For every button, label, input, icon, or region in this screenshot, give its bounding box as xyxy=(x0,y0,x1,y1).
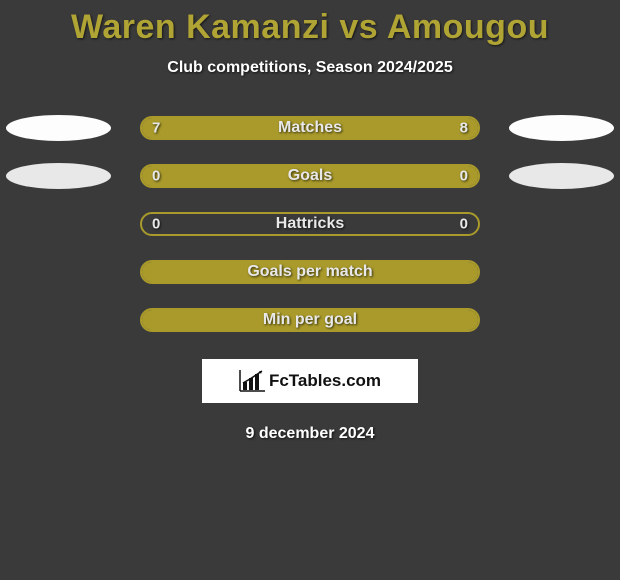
stat-label: Goals xyxy=(288,167,332,185)
left-value: 7 xyxy=(152,120,160,137)
bar-track: 7 Matches 8 xyxy=(140,116,480,140)
stat-row-goals-per-match: Goals per match xyxy=(0,259,620,285)
left-value: 0 xyxy=(152,168,160,185)
right-value: 8 xyxy=(460,120,468,137)
left-value: 0 xyxy=(152,216,160,233)
bar-track: 0 Hattricks 0 xyxy=(140,212,480,236)
left-oval xyxy=(6,115,111,141)
logo-box: FcTables.com xyxy=(202,359,418,403)
logo-text: FcTables.com xyxy=(269,371,381,391)
subtitle: Club competitions, Season 2024/2025 xyxy=(0,59,620,77)
left-oval xyxy=(6,163,111,189)
right-value: 0 xyxy=(460,216,468,233)
stat-row-hattricks: 0 Hattricks 0 xyxy=(0,211,620,237)
right-oval xyxy=(509,115,614,141)
comparison-card: Waren Kamanzi vs Amougou Club competitio… xyxy=(0,0,620,443)
bar-track: Goals per match xyxy=(140,260,480,284)
right-value: 0 xyxy=(460,168,468,185)
stat-label: Goals per match xyxy=(247,263,372,281)
bar-track: Min per goal xyxy=(140,308,480,332)
bar-fill-right xyxy=(310,166,478,186)
stat-rows: 7 Matches 8 0 Goals 0 0 Hattricks xyxy=(0,115,620,333)
bar-chart-icon xyxy=(239,370,265,392)
stat-label: Matches xyxy=(278,119,342,137)
bar-fill-left xyxy=(142,118,300,138)
bar-fill-left xyxy=(142,166,310,186)
stat-label: Hattricks xyxy=(276,215,344,233)
right-oval xyxy=(509,163,614,189)
date-label: 9 december 2024 xyxy=(0,425,620,443)
page-title: Waren Kamanzi vs Amougou xyxy=(0,8,620,47)
stat-label: Min per goal xyxy=(263,311,357,329)
stat-row-matches: 7 Matches 8 xyxy=(0,115,620,141)
logo: FcTables.com xyxy=(239,370,381,392)
stat-row-goals: 0 Goals 0 xyxy=(0,163,620,189)
bar-track: 0 Goals 0 xyxy=(140,164,480,188)
stat-row-min-per-goal: Min per goal xyxy=(0,307,620,333)
